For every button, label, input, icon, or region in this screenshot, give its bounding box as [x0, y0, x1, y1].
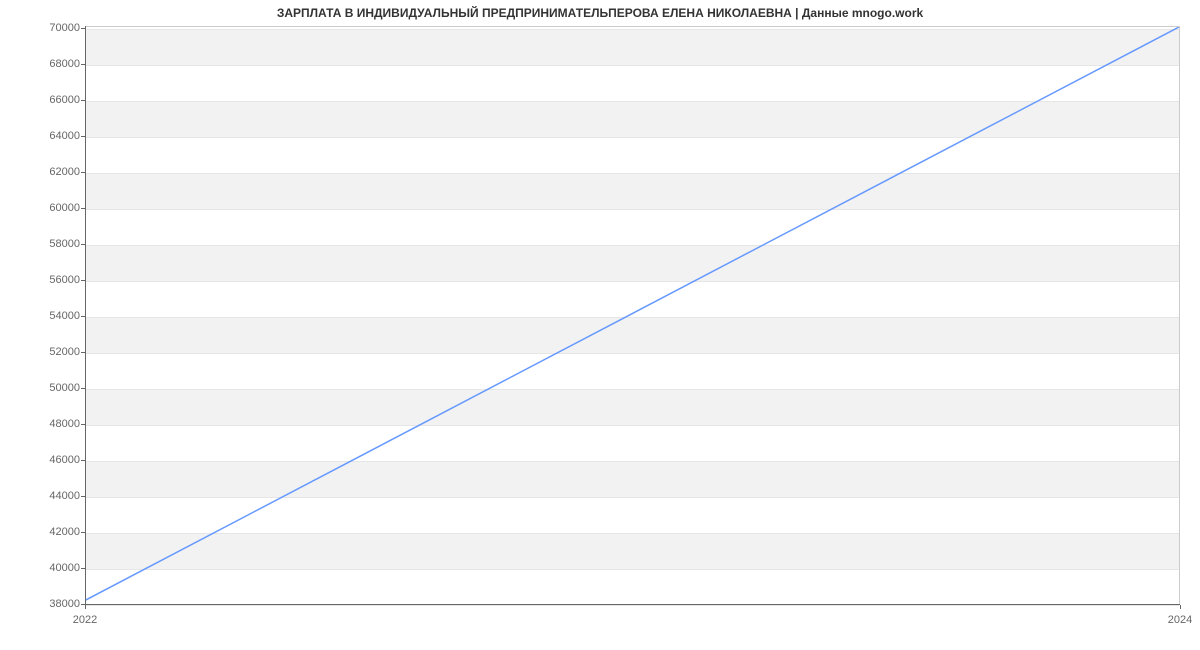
y-tick-mark [81, 352, 85, 353]
x-tick-mark [1180, 605, 1181, 609]
y-tick-mark [81, 280, 85, 281]
grid-line [85, 461, 1179, 462]
grid-line [85, 281, 1179, 282]
y-tick-label: 54000 [5, 310, 80, 322]
grid-line [85, 425, 1179, 426]
grid-line [85, 137, 1179, 138]
y-tick-mark [81, 28, 85, 29]
y-tick-mark [81, 316, 85, 317]
y-tick-label: 50000 [5, 382, 80, 394]
grid-band [85, 29, 1179, 65]
y-tick-label: 62000 [5, 166, 80, 178]
x-tick-mark [85, 605, 86, 609]
grid-line [85, 101, 1179, 102]
plot-area [85, 26, 1180, 604]
y-tick-label: 46000 [5, 454, 80, 466]
y-tick-mark [81, 136, 85, 137]
y-tick-mark [81, 532, 85, 533]
y-tick-mark [81, 460, 85, 461]
y-tick-label: 48000 [5, 418, 80, 430]
grid-band [85, 245, 1179, 281]
y-tick-label: 52000 [5, 346, 80, 358]
grid-line [85, 497, 1179, 498]
y-tick-label: 70000 [5, 22, 80, 34]
grid-line [85, 533, 1179, 534]
x-axis-line [85, 604, 1180, 605]
grid-line [85, 353, 1179, 354]
y-tick-mark [81, 496, 85, 497]
y-tick-mark [81, 388, 85, 389]
grid-line [85, 29, 1179, 30]
x-tick-label: 2024 [1168, 614, 1192, 626]
y-tick-mark [81, 100, 85, 101]
grid-line [85, 569, 1179, 570]
y-tick-label: 56000 [5, 274, 80, 286]
y-tick-label: 40000 [5, 562, 80, 574]
grid-band [85, 533, 1179, 569]
y-tick-label: 68000 [5, 58, 80, 70]
y-tick-label: 64000 [5, 130, 80, 142]
y-tick-mark [81, 64, 85, 65]
grid-band [85, 461, 1179, 497]
grid-band [85, 173, 1179, 209]
y-tick-mark [81, 568, 85, 569]
y-tick-label: 42000 [5, 526, 80, 538]
y-tick-mark [81, 424, 85, 425]
grid-band [85, 101, 1179, 137]
grid-line [85, 173, 1179, 174]
salary-line-chart: ЗАРПЛАТА В ИНДИВИДУАЛЬНЫЙ ПРЕДПРИНИМАТЕЛ… [0, 0, 1200, 650]
grid-band [85, 317, 1179, 353]
grid-line [85, 389, 1179, 390]
grid-band [85, 389, 1179, 425]
y-tick-label: 66000 [5, 94, 80, 106]
y-tick-label: 38000 [5, 598, 80, 610]
y-tick-mark [81, 172, 85, 173]
y-tick-label: 60000 [5, 202, 80, 214]
y-tick-mark [81, 244, 85, 245]
x-tick-label: 2022 [73, 614, 97, 626]
grid-line [85, 317, 1179, 318]
chart-title: ЗАРПЛАТА В ИНДИВИДУАЛЬНЫЙ ПРЕДПРИНИМАТЕЛ… [0, 6, 1200, 20]
grid-line [85, 605, 1179, 606]
y-tick-label: 58000 [5, 238, 80, 250]
grid-line [85, 65, 1179, 66]
y-axis-line [85, 26, 86, 604]
grid-line [85, 245, 1179, 246]
y-tick-mark [81, 208, 85, 209]
y-tick-label: 44000 [5, 490, 80, 502]
grid-line [85, 209, 1179, 210]
